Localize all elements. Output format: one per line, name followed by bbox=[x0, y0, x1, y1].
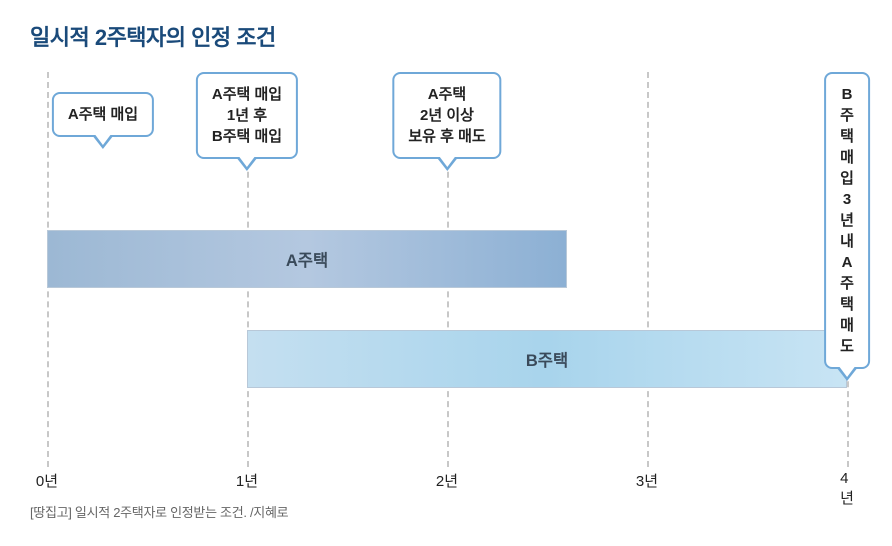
tick-3: 3년 bbox=[636, 470, 658, 491]
bar-label-a: A주택 bbox=[286, 247, 328, 271]
diagram-title: 일시적 2주택자의 인정 조건 bbox=[30, 20, 862, 52]
caption: [땅집고] 일시적 2주택자로 인정받는 조건. /지혜로 bbox=[30, 502, 288, 521]
callout-a-purchase: A주택 매입 bbox=[52, 92, 154, 137]
callout-text: A주택2년 이상보유 후 매도 bbox=[408, 86, 485, 145]
callout-deadline: B주택 매입3년 내A주택 매도 bbox=[824, 72, 870, 369]
callout-text: A주택 매입1년 후B주택 매입 bbox=[212, 86, 282, 145]
callout-text: B주택 매입3년 내A주택 매도 bbox=[840, 86, 854, 355]
bar-label-b: B주택 bbox=[526, 347, 568, 371]
tick-2: 2년 bbox=[436, 470, 458, 491]
callout-b-purchase: A주택 매입1년 후B주택 매입 bbox=[196, 72, 298, 159]
callout-text: A주택 매입 bbox=[68, 106, 138, 123]
gridline-3 bbox=[647, 72, 649, 467]
tick-4: 4년 bbox=[840, 470, 854, 508]
timeline-chart: A주택 매입 A주택 매입1년 후B주택 매입 A주택2년 이상보유 후 매도 … bbox=[35, 72, 855, 492]
callout-a-sell: A주택2년 이상보유 후 매도 bbox=[392, 72, 501, 159]
tick-1: 1년 bbox=[236, 470, 258, 491]
tick-0: 0년 bbox=[36, 470, 58, 491]
